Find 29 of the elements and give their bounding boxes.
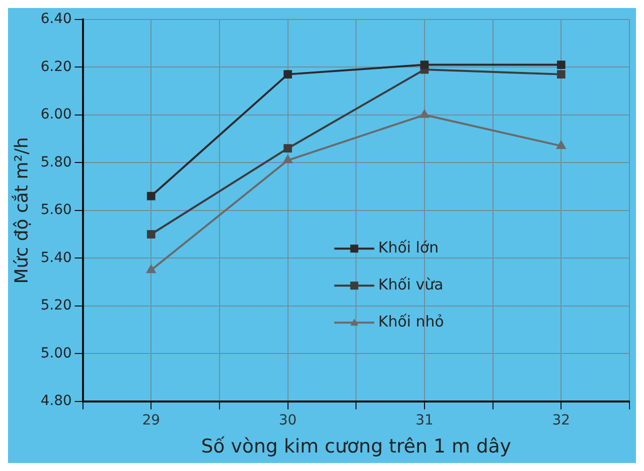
point <box>283 155 292 164</box>
legend-label: Khối nhỏ <box>378 312 444 330</box>
legend-label: Khối vừa <box>378 275 444 294</box>
x-tick-label: 32 <box>552 412 570 428</box>
y-tick-label: 6.20 <box>40 58 72 75</box>
y-tick-label: 5.60 <box>40 202 72 218</box>
x-axis-title: Số vòng kim cương trên 1 m dây <box>201 436 512 458</box>
x-tick-label: 30 <box>278 412 297 428</box>
y-tick-label: 5.80 <box>40 154 72 170</box>
point <box>146 230 156 238</box>
y-tick-label: 4.80 <box>40 393 72 410</box>
point <box>556 70 566 78</box>
x-tick-label: 29 <box>142 412 160 428</box>
legend-label: Khối lớn <box>378 238 439 256</box>
point <box>284 70 292 78</box>
point <box>420 60 429 69</box>
point <box>146 192 156 200</box>
point <box>556 140 566 149</box>
y-tick-label: 6.40 <box>40 11 72 28</box>
point <box>420 110 429 118</box>
y-tick-label: 5.20 <box>40 298 72 314</box>
x-tick-label: 31 <box>416 412 434 428</box>
y-axis-title: Mức độ cắt m²/h <box>11 137 32 284</box>
y-tick-label: 5.00 <box>40 345 72 362</box>
point <box>556 60 566 69</box>
point <box>284 144 292 153</box>
y-tick-label: 6.00 <box>40 106 72 123</box>
y-tick-label: 5.40 <box>40 250 72 266</box>
point <box>146 265 156 274</box>
